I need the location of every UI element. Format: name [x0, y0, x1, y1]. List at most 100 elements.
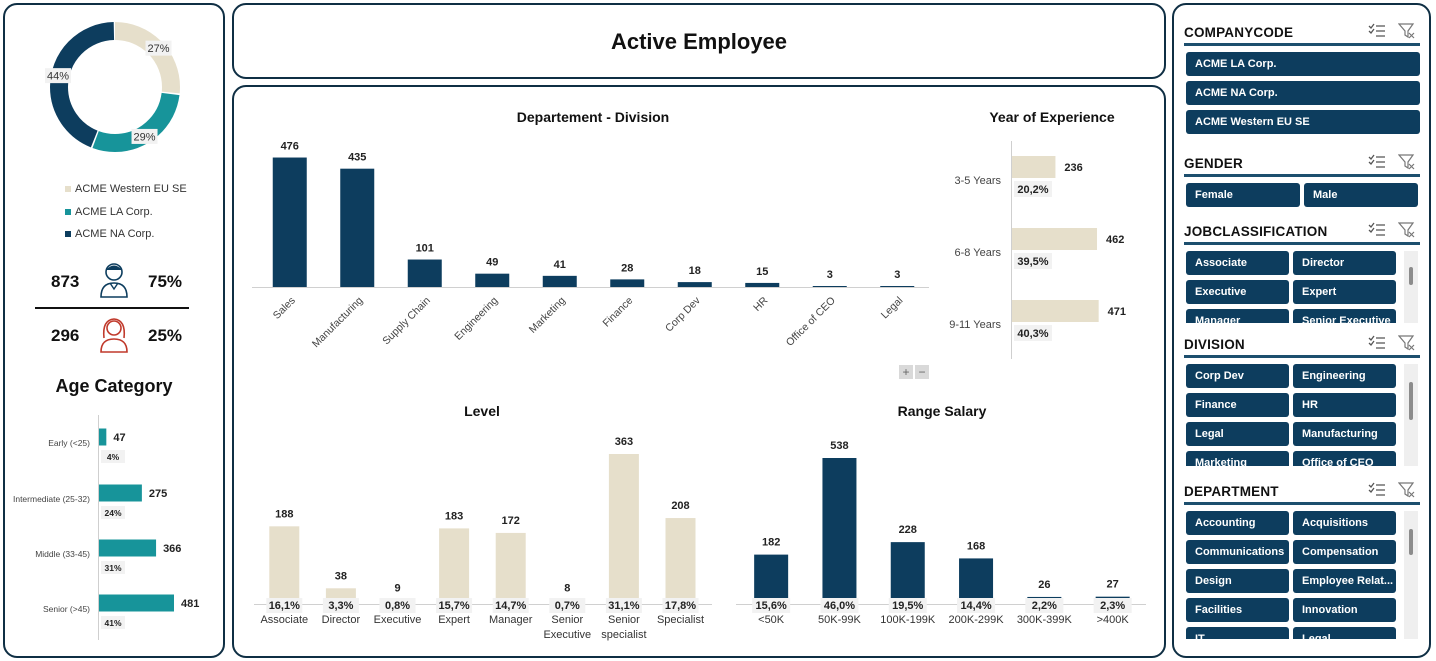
- scrollbar[interactable]: [1404, 511, 1418, 639]
- data-label: 28: [621, 262, 633, 274]
- donut-slice[interactable]: [50, 22, 180, 152]
- percent-box: [266, 598, 303, 613]
- slicer-item-executive[interactable]: Executive: [1186, 280, 1289, 304]
- percent-label: 19,5%: [892, 600, 923, 612]
- donut-slice[interactable]: [50, 22, 180, 152]
- slicer-item-manager[interactable]: Manager: [1186, 309, 1289, 323]
- slicer-item-senior-executive[interactable]: Senior Executive: [1293, 309, 1396, 323]
- company-donut-chart[interactable]: 27% 29% 44%: [5, 5, 225, 165]
- zoom-out-button[interactable]: −: [915, 365, 929, 379]
- data-label: 15: [756, 266, 768, 278]
- clear-filter-icon[interactable]: [1398, 154, 1416, 170]
- slicer-item-innovation[interactable]: Innovation: [1293, 598, 1396, 622]
- scrollbar-thumb[interactable]: [1409, 382, 1413, 420]
- tick-label: Legal: [879, 295, 906, 322]
- legend-item-na-corp[interactable]: ACME NA Corp.: [65, 228, 154, 240]
- slicer-item-engineering[interactable]: Engineering: [1293, 364, 1396, 388]
- percent-label: 20,2%: [1017, 184, 1048, 196]
- clear-filter-icon[interactable]: [1398, 222, 1416, 238]
- slicer-item-manufacturing[interactable]: Manufacturing: [1293, 422, 1396, 446]
- department-division-chart[interactable]: 476 Sales 435 Manufacturing 101 Supply Chain 4…: [234, 127, 934, 407]
- slicer-item-facilities[interactable]: Facilities: [1186, 598, 1289, 622]
- slicer-item-employee-relations[interactable]: Employee Relat...: [1293, 569, 1396, 593]
- data-label: 38: [335, 570, 347, 582]
- tick-label: Supply Chain: [380, 295, 433, 348]
- range-salary-chart[interactable]: 182 15,6% <50K 538 46,0% 50K-99K 228 19,5% 100K-…: [734, 423, 1154, 653]
- age-category-chart[interactable]: 47 4% Early (<25) 275 24% Intermediate (25-32…: [5, 410, 223, 650]
- slicer-item-finance[interactable]: Finance: [1186, 393, 1289, 417]
- slicer-item-design[interactable]: Design: [1186, 569, 1289, 593]
- slicer-divider: [1184, 242, 1420, 245]
- multi-select-icon[interactable]: [1368, 335, 1386, 351]
- slicer-item-compensation[interactable]: Compensation: [1293, 540, 1396, 564]
- percent-label: 2,2%: [1032, 600, 1057, 612]
- scrollbar[interactable]: [1404, 364, 1418, 466]
- slicer-item-legal[interactable]: Legal: [1186, 422, 1289, 446]
- slicer-divider: [1184, 174, 1420, 177]
- tick-label: Senior: [551, 614, 583, 626]
- slicer-item-marketing[interactable]: Marketing: [1186, 451, 1289, 466]
- year-experience-title: Year of Experience: [989, 109, 1115, 125]
- donut-label: 44%: [47, 71, 69, 83]
- slicer-item-acme-na[interactable]: ACME NA Corp.: [1186, 81, 1420, 105]
- data-label: 236: [1064, 162, 1082, 174]
- clear-filter-icon[interactable]: [1398, 23, 1416, 39]
- multi-select-icon[interactable]: [1368, 154, 1386, 170]
- scrollbar[interactable]: [1404, 251, 1418, 323]
- slicer-item-associate[interactable]: Associate: [1186, 251, 1289, 275]
- percent-label: 39,5%: [1017, 256, 1048, 268]
- scrollbar-thumb[interactable]: [1409, 529, 1413, 555]
- slicer-item-female[interactable]: Female: [1186, 183, 1300, 207]
- zoom-in-button[interactable]: +: [899, 365, 913, 379]
- age-category-title: Age Category: [55, 376, 173, 396]
- multi-select-icon[interactable]: [1368, 482, 1386, 498]
- level-chart[interactable]: 188 16,1% Associate 38 3,3% Director 9 0,8% Exec…: [248, 423, 718, 653]
- multi-select-icon[interactable]: [1368, 222, 1386, 238]
- clear-filter-icon[interactable]: [1398, 482, 1416, 498]
- slicer-item-accounting[interactable]: Accounting: [1186, 511, 1289, 535]
- slicer-department-list[interactable]: Accounting Acquisitions Communications C…: [1186, 511, 1402, 639]
- left-panel: 27% 29% 44% ACME Western EU SE ACME LA Cor…: [3, 3, 225, 658]
- slicer-item-acme-la[interactable]: ACME LA Corp.: [1186, 52, 1420, 76]
- tick-label: Executive: [374, 614, 422, 626]
- bar: [99, 539, 157, 557]
- tick-label: Sales: [271, 295, 298, 322]
- slicer-item-office-of-ceo[interactable]: Office of CEO: [1293, 451, 1396, 466]
- donut-label: 29%: [134, 131, 156, 143]
- percent-box: [322, 598, 359, 613]
- bar: [880, 286, 915, 287]
- scrollbar-thumb[interactable]: [1409, 267, 1413, 285]
- slicer-jobclassification-list[interactable]: Associate Director Executive Expert Mana…: [1186, 251, 1402, 323]
- slicer-item-corp-dev[interactable]: Corp Dev: [1186, 364, 1289, 388]
- tick-label: 200K-299K: [949, 614, 1005, 626]
- slicer-division-list[interactable]: Corp Dev Engineering Finance HR Legal Ma…: [1186, 364, 1402, 466]
- slicer-item-expert[interactable]: Expert: [1293, 280, 1396, 304]
- tick-label: Corp Dev: [663, 294, 703, 334]
- legend-item-western-eu[interactable]: ACME Western EU SE: [65, 183, 187, 195]
- legend-item-la-corp[interactable]: ACME LA Corp.: [65, 206, 153, 218]
- slicer-item-legal-dept[interactable]: Legal: [1293, 627, 1396, 639]
- percent-box: [662, 598, 699, 613]
- data-label: 3: [827, 269, 833, 281]
- data-label: 101: [416, 243, 434, 255]
- slicer-item-it[interactable]: IT: [1186, 627, 1289, 639]
- slicer-item-communications[interactable]: Communications: [1186, 540, 1289, 564]
- slicer-item-director[interactable]: Director: [1293, 251, 1396, 275]
- data-label: 435: [348, 152, 366, 164]
- data-label: 188: [275, 508, 293, 520]
- multi-select-icon[interactable]: [1368, 23, 1386, 39]
- bar: [99, 484, 142, 502]
- slicer-item-male[interactable]: Male: [1304, 183, 1418, 207]
- donut-slice[interactable]: [50, 22, 180, 152]
- clear-filter-icon[interactable]: [1398, 335, 1416, 351]
- percent-box: [101, 450, 125, 463]
- bar: [812, 286, 847, 287]
- percent-box: [492, 598, 529, 613]
- data-label: 47: [113, 432, 125, 444]
- year-experience-chart[interactable]: 236 20,2% 3-5 Years 462 39,5% 6-8 Years 471 40,…: [939, 127, 1159, 367]
- slicer-item-acquisitions[interactable]: Acquisitions: [1293, 511, 1396, 535]
- header-panel: Active Employee: [232, 3, 1166, 79]
- slicer-item-acme-western-eu[interactable]: ACME Western EU SE: [1186, 110, 1420, 134]
- slicer-item-hr[interactable]: HR: [1293, 393, 1396, 417]
- percent-box: [888, 598, 927, 613]
